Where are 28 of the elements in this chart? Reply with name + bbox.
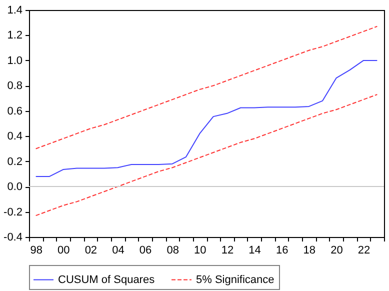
legend-label: CUSUM of Squares <box>58 274 156 286</box>
x-tick-label: 08 <box>166 244 179 256</box>
x-tick-label: 20 <box>330 244 343 256</box>
y-tick-label: 0.0 <box>7 181 22 194</box>
legend-label: 5% Significance <box>196 274 274 286</box>
x-tick-label: 02 <box>84 244 98 256</box>
x-tick-label: 98 <box>30 244 42 256</box>
x-tick-label: 12 <box>221 244 234 256</box>
x-tick-label: 00 <box>58 244 70 256</box>
x-tick-label: 10 <box>194 244 206 256</box>
y-tick-label: 0.2 <box>7 156 22 168</box>
x-tick-label: 22 <box>358 244 370 256</box>
y-tick-label: 1.4 <box>7 4 22 16</box>
x-tick-label: 18 <box>303 244 316 256</box>
y-tick-label: -0.2 <box>4 206 22 218</box>
y-tick-label: 0.8 <box>7 80 22 92</box>
x-tick-label: 04 <box>112 244 124 256</box>
y-tick-label: -0.4 <box>4 232 22 244</box>
x-tick-label: 16 <box>276 244 288 256</box>
y-tick-label: 0.4 <box>7 130 22 143</box>
x-tick-label: 06 <box>139 244 152 256</box>
y-tick-label: 0.6 <box>7 105 22 118</box>
line-series <box>35 94 378 216</box>
line-series <box>35 26 378 150</box>
line-series <box>35 60 378 177</box>
x-tick-label: 14 <box>248 244 261 256</box>
y-tick-label: 1.0 <box>7 54 22 67</box>
y-tick-label: 1.2 <box>7 30 22 42</box>
